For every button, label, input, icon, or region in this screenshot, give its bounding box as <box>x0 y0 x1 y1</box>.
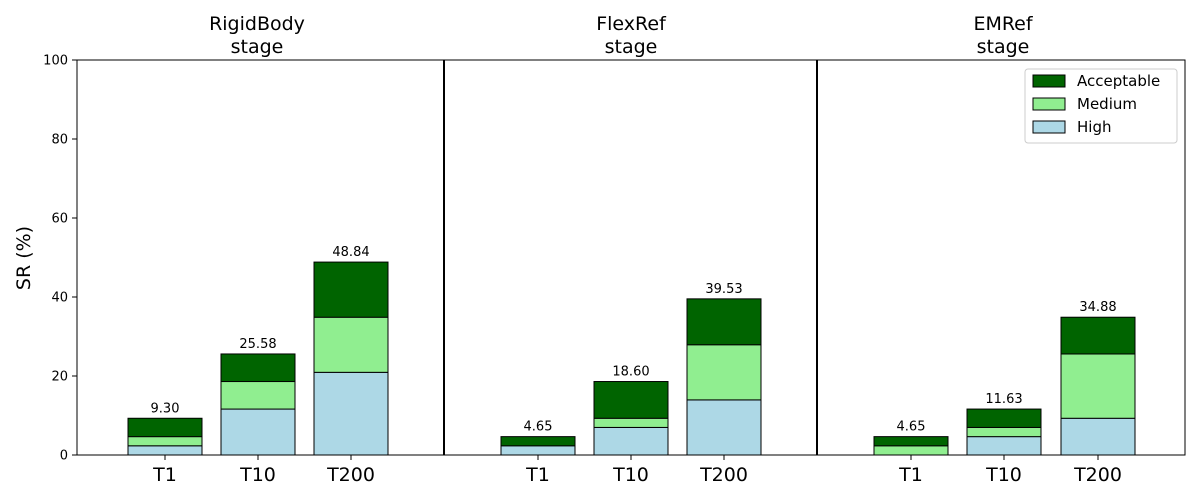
bar-segment-acceptable <box>873 436 949 447</box>
bar-segment-medium <box>127 436 203 447</box>
bar-segment-high <box>966 436 1042 456</box>
bar-segment-high <box>220 408 296 456</box>
x-tick-label: T10 <box>612 464 649 486</box>
legend-label-acceptable: Acceptable <box>1077 72 1160 90</box>
bar-segment-high <box>1060 417 1136 456</box>
bar-total-label: 4.65 <box>524 420 553 435</box>
x-tick-label: T200 <box>699 464 748 486</box>
y-axis-label: SR (%) <box>13 226 35 290</box>
bar-segment-high <box>500 445 576 456</box>
bar-segment-acceptable <box>1060 316 1136 355</box>
bar-total-label: 18.60 <box>612 365 649 380</box>
bar-segment-medium <box>593 417 669 428</box>
bar-segment-medium <box>1060 353 1136 419</box>
y-tick-label: 100 <box>43 54 68 69</box>
panel-title: FlexRef <box>596 13 667 35</box>
legend-swatch-acceptable <box>1032 74 1066 88</box>
y-tick-label: 80 <box>51 133 68 148</box>
panel-subtitle: stage <box>605 36 658 58</box>
x-tick-label: T200 <box>1073 464 1122 486</box>
y-tick-label: 20 <box>51 370 68 385</box>
x-tick-label: T200 <box>326 464 375 486</box>
bar-total-label: 11.63 <box>985 392 1022 407</box>
bar-segment-acceptable <box>127 417 203 438</box>
legend: Acceptable Medium High <box>1024 68 1178 144</box>
y-tick-label: 40 <box>51 291 68 306</box>
bar-total-label: 48.84 <box>332 245 369 260</box>
bar-segment-acceptable <box>313 261 389 318</box>
bar-total-label: 25.58 <box>239 337 276 352</box>
panel-title: RigidBody <box>209 13 305 35</box>
y-tick-label: 60 <box>51 212 68 227</box>
x-tick-label: T1 <box>898 464 923 486</box>
bar-segment-medium <box>966 426 1042 438</box>
bar-segment-acceptable <box>686 298 762 346</box>
legend-label-high: High <box>1077 118 1111 136</box>
bar-segment-medium <box>313 316 389 373</box>
bar-segment-high <box>686 399 762 456</box>
bar-segment-medium <box>873 445 949 456</box>
bar-segment-acceptable <box>500 436 576 447</box>
panel-subtitle: stage <box>231 36 284 58</box>
x-tick-label: T1 <box>525 464 550 486</box>
panel-subtitle: stage <box>977 36 1030 58</box>
legend-swatch-medium <box>1032 97 1066 111</box>
bar-segment-medium <box>686 344 762 401</box>
x-tick-label: T10 <box>239 464 276 486</box>
x-tick-label: T1 <box>152 464 177 486</box>
bar-total-label: 9.30 <box>151 401 180 416</box>
bar-segment-acceptable <box>220 353 296 383</box>
bar-segment-acceptable <box>593 381 669 419</box>
x-tick-label: T10 <box>985 464 1022 486</box>
bar-total-label: 34.88 <box>1079 300 1116 315</box>
bar-segment-high <box>313 371 389 456</box>
panels: 020406080100RigidBodystage9.30T125.58T10… <box>43 13 1186 486</box>
panel-title: EMRef <box>973 13 1033 35</box>
legend-label-medium: Medium <box>1077 95 1137 113</box>
bar-segment-high <box>127 445 203 456</box>
y-tick-label: 0 <box>60 449 68 464</box>
bar-segment-high <box>593 426 669 456</box>
bar-total-label: 4.65 <box>897 420 926 435</box>
bar-total-label: 39.53 <box>705 282 742 297</box>
bar-segment-medium <box>220 381 296 410</box>
legend-swatch-high <box>1032 120 1066 134</box>
bar-segment-acceptable <box>966 408 1042 428</box>
